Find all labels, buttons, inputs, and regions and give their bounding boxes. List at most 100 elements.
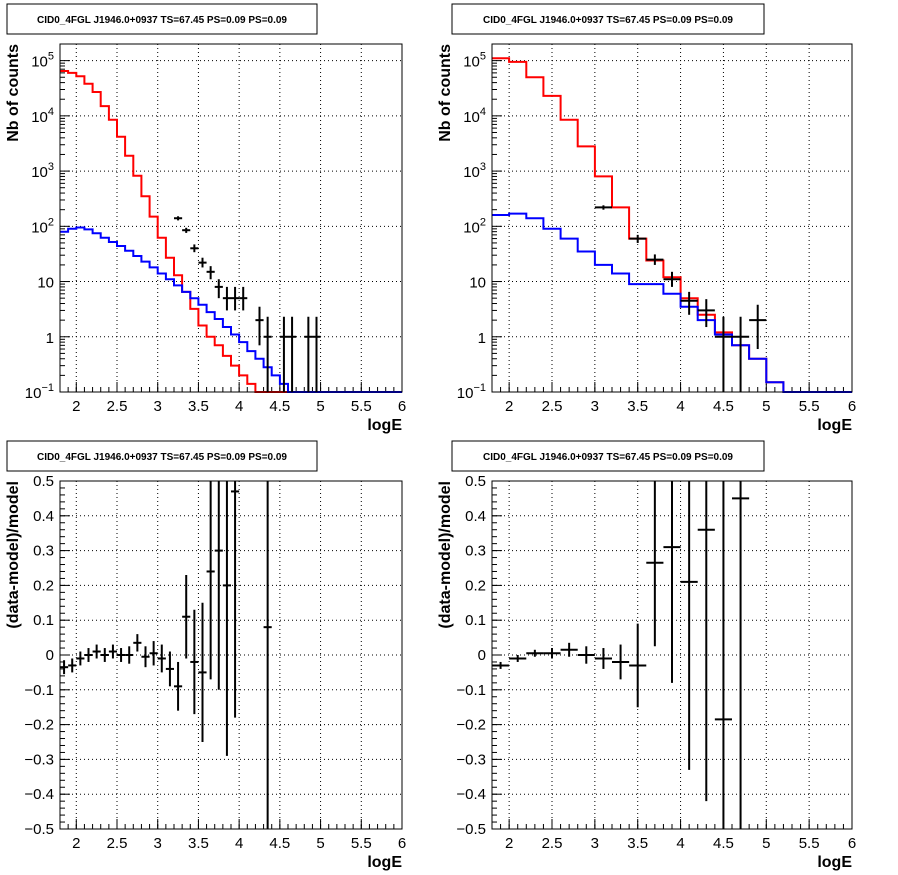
model-histogram-line bbox=[60, 70, 402, 393]
y-tick-label: −0.2 bbox=[24, 717, 54, 734]
y-tick-label: 105 bbox=[463, 51, 486, 71]
x-tick-label: 2.5 bbox=[542, 398, 563, 415]
y-tick-label: 10−1 bbox=[25, 382, 54, 402]
chart-panel-3: CID0_4FGL J1946.0+0937 TS=67.45 PS=0.09 … bbox=[5, 440, 406, 871]
chart-title-box: CID0_4FGL J1946.0+0937 TS=67.45 PS=0.09 … bbox=[6, 3, 318, 35]
plot-frame bbox=[491, 43, 853, 393]
y-tick-label: 10 bbox=[37, 275, 54, 292]
chart-title-box: CID0_4FGL J1946.0+0937 TS=67.45 PS=0.09 … bbox=[6, 440, 318, 472]
x-tick-label: 5.5 bbox=[799, 398, 820, 415]
model-histogram-line bbox=[492, 212, 852, 393]
y-tick-label: 0.5 bbox=[33, 473, 54, 490]
x-axis-title: logE bbox=[817, 854, 852, 871]
x-tick-label: 6 bbox=[848, 835, 856, 852]
y-tick-label: 103 bbox=[463, 161, 486, 181]
chart-title: CID0_4FGL J1946.0+0937 TS=67.45 PS=0.09 … bbox=[37, 15, 287, 26]
chart-panel-2: CID0_4FGL J1946.0+0937 TS=67.45 PS=0.09 … bbox=[437, 3, 856, 434]
x-tick-label: 5.5 bbox=[799, 835, 820, 852]
x-axis-title: logE bbox=[367, 854, 402, 871]
chart-title: CID0_4FGL J1946.0+0937 TS=67.45 PS=0.09 … bbox=[37, 452, 287, 463]
x-tick-label: 2.5 bbox=[542, 835, 563, 852]
x-tick-label: 3 bbox=[591, 398, 599, 415]
x-tick-label: 5.5 bbox=[351, 835, 372, 852]
x-tick-label: 5.5 bbox=[351, 398, 372, 415]
x-tick-label: 2.5 bbox=[107, 835, 128, 852]
x-tick-label: 5 bbox=[762, 398, 770, 415]
x-tick-label: 4.5 bbox=[713, 835, 734, 852]
x-tick-label: 4 bbox=[235, 835, 243, 852]
y-tick-label: 104 bbox=[463, 106, 486, 126]
y-tick-label: −0.5 bbox=[24, 821, 54, 838]
x-tick-label: 4.5 bbox=[269, 835, 290, 852]
y-tick-label: 0 bbox=[46, 647, 54, 664]
y-tick-label: 10−1 bbox=[457, 382, 486, 402]
y-axis-title: (data-model)/model bbox=[5, 481, 22, 629]
chart-panel-4: CID0_4FGL J1946.0+0937 TS=67.45 PS=0.09 … bbox=[437, 440, 856, 871]
y-tick-label: 0.1 bbox=[33, 612, 54, 629]
y-tick-label: 102 bbox=[31, 216, 54, 236]
x-tick-label: 2.5 bbox=[107, 398, 128, 415]
y-tick-label: 0.4 bbox=[33, 508, 54, 525]
x-tick-label: 3.5 bbox=[188, 835, 209, 852]
y-tick-label: 0.3 bbox=[33, 543, 54, 560]
model-histogram-line bbox=[60, 226, 402, 393]
x-tick-label: 5 bbox=[762, 835, 770, 852]
plot-frame bbox=[59, 480, 403, 830]
plot-frame bbox=[59, 43, 403, 393]
y-tick-label: 0.3 bbox=[465, 543, 486, 560]
y-axis-title: (data-model)/model bbox=[437, 481, 454, 629]
y-tick-label: 0.2 bbox=[33, 577, 54, 594]
x-tick-label: 3.5 bbox=[188, 398, 209, 415]
y-tick-label: 0.2 bbox=[465, 577, 486, 594]
x-tick-label: 5 bbox=[316, 398, 324, 415]
y-tick-label: 102 bbox=[463, 216, 486, 236]
x-tick-label: 3.5 bbox=[627, 835, 648, 852]
y-tick-label: 104 bbox=[31, 106, 54, 126]
plot-frame bbox=[491, 480, 853, 830]
chart-title: CID0_4FGL J1946.0+0937 TS=67.45 PS=0.09 … bbox=[483, 452, 733, 463]
x-tick-label: 2 bbox=[72, 835, 80, 852]
y-tick-label: 10 bbox=[469, 275, 486, 292]
chart-title-box: CID0_4FGL J1946.0+0937 TS=67.45 PS=0.09 … bbox=[451, 440, 765, 472]
x-tick-label: 2 bbox=[505, 835, 513, 852]
x-tick-label: 3.5 bbox=[627, 398, 648, 415]
y-tick-label: −0.1 bbox=[24, 682, 54, 699]
y-tick-label: −0.4 bbox=[24, 786, 54, 803]
model-histogram-line bbox=[492, 57, 852, 393]
chart-panel-1: CID0_4FGL J1946.0+0937 TS=67.45 PS=0.09 … bbox=[5, 3, 406, 434]
y-tick-label: 1 bbox=[46, 330, 54, 347]
chart-title-box: CID0_4FGL J1946.0+0937 TS=67.45 PS=0.09 … bbox=[451, 3, 765, 35]
x-tick-label: 3 bbox=[154, 398, 162, 415]
y-tick-label: 0.5 bbox=[465, 473, 486, 490]
x-tick-label: 4 bbox=[676, 398, 684, 415]
chart-title-frame bbox=[451, 3, 765, 35]
y-tick-label: −0.3 bbox=[24, 751, 54, 768]
chart-title-frame bbox=[6, 3, 318, 35]
chart-title: CID0_4FGL J1946.0+0937 TS=67.45 PS=0.09 … bbox=[483, 15, 733, 26]
x-tick-label: 6 bbox=[848, 398, 856, 415]
y-tick-label: −0.5 bbox=[456, 821, 486, 838]
y-tick-label: −0.1 bbox=[456, 682, 486, 699]
x-tick-label: 2 bbox=[505, 398, 513, 415]
x-tick-label: 4 bbox=[235, 398, 243, 415]
y-axis-title: Nb of counts bbox=[437, 44, 454, 142]
y-tick-label: −0.2 bbox=[456, 717, 486, 734]
x-axis-title: logE bbox=[817, 417, 852, 434]
x-tick-label: 3 bbox=[591, 835, 599, 852]
x-tick-label: 6 bbox=[398, 398, 406, 415]
chart-title-frame bbox=[451, 440, 765, 472]
y-tick-label: 0 bbox=[478, 647, 486, 664]
x-tick-label: 3 bbox=[154, 835, 162, 852]
x-tick-label: 4 bbox=[676, 835, 684, 852]
x-tick-label: 6 bbox=[398, 835, 406, 852]
x-axis-title: logE bbox=[367, 417, 402, 434]
y-tick-label: 105 bbox=[31, 51, 54, 71]
chart-title-frame bbox=[6, 440, 318, 472]
y-tick-label: 0.4 bbox=[465, 508, 486, 525]
y-axis-title: Nb of counts bbox=[5, 44, 22, 142]
y-tick-label: 0.1 bbox=[465, 612, 486, 629]
x-tick-label: 4.5 bbox=[713, 398, 734, 415]
y-tick-label: −0.3 bbox=[456, 751, 486, 768]
x-tick-label: 5 bbox=[316, 835, 324, 852]
